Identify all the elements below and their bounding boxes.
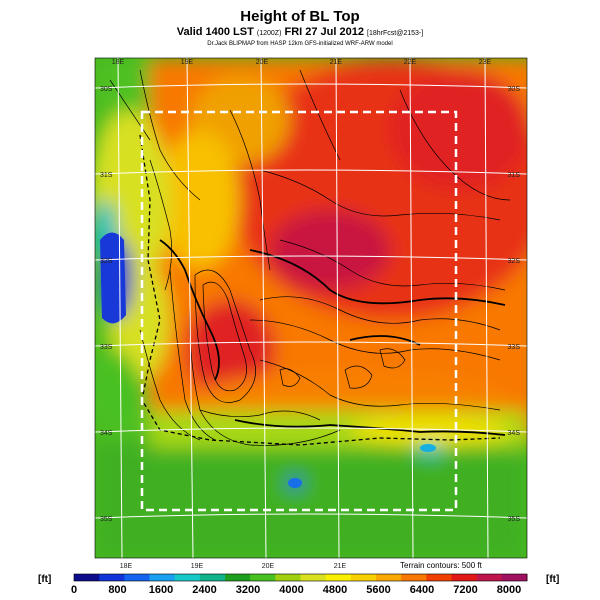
colorbar-tick-label: 2400	[192, 584, 216, 596]
terrain-note: Terrain contours: 500 ft	[400, 561, 483, 570]
lon-label-top: 19E	[181, 59, 194, 66]
utc-time: (1200Z)	[256, 30, 282, 37]
colorbar-swatch	[225, 574, 251, 581]
bottom-lon-labels: 18E 19E 20E 21E	[120, 563, 347, 570]
lat-label-right: 32S	[508, 258, 521, 265]
colorbar	[73, 573, 528, 582]
colorbar-swatch	[74, 574, 100, 581]
lon-label-bottom: 18E	[120, 563, 133, 570]
coastline	[139, 134, 501, 446]
colorbar-swatch	[199, 574, 226, 581]
lon-label-top: 20E	[256, 59, 269, 66]
bl-height-field	[95, 58, 527, 558]
valid-time: Valid 1400 LST	[176, 26, 254, 38]
colorbar-tick-label: 3200	[236, 584, 260, 596]
colorbar-swatch	[376, 574, 402, 581]
colorbar-swatch	[350, 574, 377, 581]
colorbar-tick-label: 1600	[149, 584, 173, 596]
top-lon-labels: 18E 19E 20E 21E 22E 23E	[112, 59, 492, 66]
lat-label-right: 33S	[508, 344, 521, 351]
lat-label-right: 30S	[508, 86, 521, 93]
colorbar-swatch	[451, 574, 478, 581]
colorbar-frame	[73, 573, 528, 582]
colorbar-unit-left: [ft]	[38, 574, 52, 585]
lon-label-top: 21E	[330, 59, 343, 66]
colorbar-tick-label: 4000	[279, 584, 303, 596]
lat-label-left: 30S	[100, 86, 113, 93]
colorbar-tick-label: 5600	[366, 584, 390, 596]
lat-label-left: 33S	[100, 344, 113, 351]
colorbar-swatch	[501, 574, 528, 581]
colorbar-swatch	[149, 574, 176, 581]
lat-label-left: 35S	[100, 516, 113, 523]
terrain-contours	[109, 69, 511, 446]
lat-label-right: 35S	[508, 516, 521, 523]
colorbar-tick-label: 800	[108, 584, 126, 596]
forecast-info: [18hrFcst@2153-]	[367, 30, 424, 37]
colorbar-tick-label: 7200	[453, 584, 477, 596]
lon-label-top: 22E	[404, 59, 417, 66]
plot-frame	[94, 57, 528, 559]
domain-boundary	[140, 110, 458, 512]
lon-label-top: 18E	[112, 59, 125, 66]
lon-label-bottom: 19E	[191, 563, 204, 570]
colorbar-swatch	[174, 574, 201, 581]
map-subtitle: Valid 1400 LST (1200Z) FRI 27 Jul 2012 […	[0, 26, 600, 38]
colorbar-swatch	[300, 574, 327, 581]
lat-label-left: 34S	[100, 430, 113, 437]
colorbar-swatch	[275, 574, 301, 581]
colorbar-swatch	[401, 574, 427, 581]
lat-label-right: 31S	[508, 172, 521, 179]
forecast-date: FRI 27 Jul 2012	[284, 26, 364, 38]
lon-label-bottom: 20E	[262, 563, 275, 570]
lat-label-right: 34S	[508, 430, 521, 437]
colorbar-swatch	[325, 574, 352, 581]
map-title: Height of BL Top	[240, 8, 360, 25]
colorbar-tick-label: 6400	[410, 584, 434, 596]
colorbar-swatch	[426, 574, 452, 581]
lat-lon-grid	[95, 58, 527, 558]
model-credit: Dr.Jack BLIPMAP from HASP 12km GFS-initi…	[207, 41, 393, 47]
colorbar-unit-right: [ft]	[546, 574, 560, 585]
colorbar-swatch	[124, 574, 150, 581]
lat-label-left: 31S	[100, 172, 113, 179]
colorbar-tick-label: 4800	[323, 584, 347, 596]
colorbar-swatch	[99, 574, 125, 581]
colorbar-tick-label: 0	[71, 584, 77, 596]
right-lat-labels: 30S 31S 32S 33S 34S 35S	[508, 86, 521, 523]
lon-label-bottom: 21E	[334, 563, 347, 570]
colorbar-swatch	[476, 574, 503, 581]
lat-label-left: 32S	[100, 258, 113, 265]
colorbar-swatch	[250, 574, 276, 581]
colorbar-tick-label: 8000	[497, 584, 521, 596]
left-lat-labels: 30S 31S 32S 33S 34S 35S	[100, 86, 113, 523]
colorbar-ticks: 0 800 1600 2400 3200 4000 4800 5600 6400 7200 8000	[71, 584, 521, 596]
lon-label-top: 23E	[479, 59, 492, 66]
